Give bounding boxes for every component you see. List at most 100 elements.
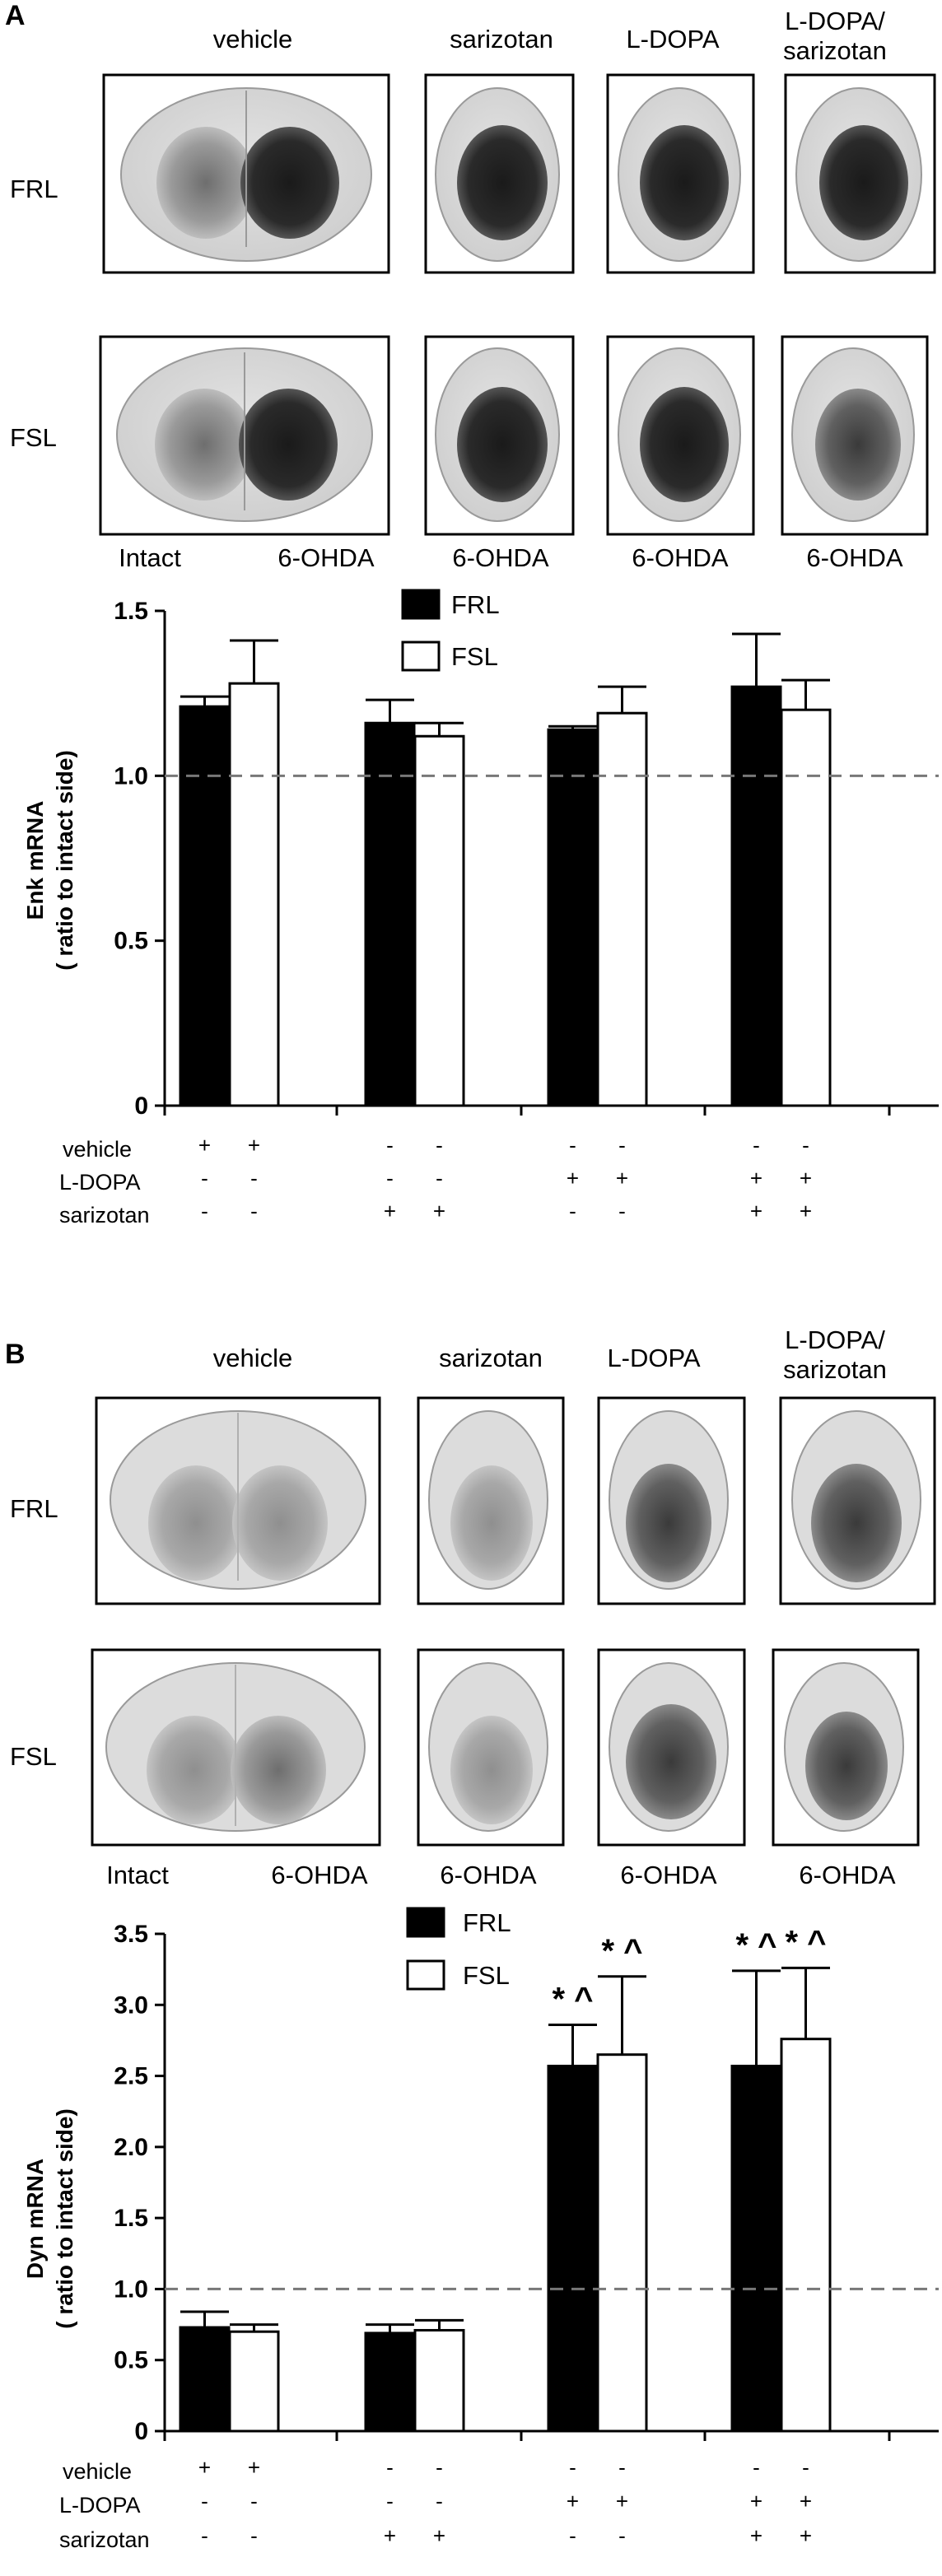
panel-b-fsl-ldopa-section xyxy=(597,1648,746,1847)
panel-b-side-intact: Intact xyxy=(106,1861,169,1889)
dyn-treatment-mark: - xyxy=(250,2523,258,2548)
enk-y-tick-label: 0 xyxy=(134,1092,148,1120)
enk-ylabel-line1: Enk mRNA xyxy=(22,801,48,920)
enk-treatment-mark: - xyxy=(386,1166,394,1190)
dyn-treatment-mark: + xyxy=(616,2489,628,2513)
panel-a-treat-vehicle: vehicle xyxy=(63,1137,132,1162)
enk-bar-fsl xyxy=(413,734,465,1107)
dyn-treatment-mark: - xyxy=(618,2455,626,2480)
enk-bar-frl xyxy=(364,721,416,1107)
enk-mrna-bar-chart: Enk mRNA ( ratio to intact side) FRL FSL… xyxy=(22,589,939,1223)
dyn-treatment-mark: - xyxy=(436,2455,443,2480)
enk-legend-swatch-fsl xyxy=(401,641,441,672)
dyn-y-tick-label: 2.0 xyxy=(114,2134,148,2161)
dyn-treatment-mark: + xyxy=(198,2455,211,2480)
enk-treatment-mark: + xyxy=(750,1166,762,1190)
panel-a-frl-combo-section xyxy=(784,73,936,274)
dyn-treatment-mark: - xyxy=(386,2455,394,2480)
enk-treatment-mark: - xyxy=(250,1199,258,1223)
panel-b-frl-sarizotan-section xyxy=(417,1396,565,1605)
dyn-legend-fsl-label: FSL xyxy=(463,1961,510,1990)
panel-b-row-frl: FRL xyxy=(10,1494,58,1523)
panel-b-col-combo-line2: sarizotan xyxy=(783,1355,887,1384)
enk-legend-swatch-frl xyxy=(401,589,441,620)
dyn-bar-fsl xyxy=(780,2038,832,2433)
panel-b-side-6ohda-4: 6-OHDA xyxy=(799,1861,895,1889)
dyn-significance-mark: * ^ xyxy=(601,1933,642,1969)
panel-a-col-combo-line1: L-DOPA/ xyxy=(785,7,885,35)
panel-a-side-intact: Intact xyxy=(119,543,181,572)
panel-a-frl-vehicle-section xyxy=(102,73,390,274)
dyn-bar-fsl xyxy=(228,2330,280,2433)
dyn-bar-frl xyxy=(730,2064,782,2433)
enk-treatment-mark: - xyxy=(802,1133,809,1158)
enk-treatment-mark: - xyxy=(386,1133,394,1158)
dyn-treatment-mark: - xyxy=(386,2489,394,2513)
panel-b-col-combo-line1: L-DOPA/ xyxy=(785,1325,885,1354)
enk-bar-frl xyxy=(179,705,231,1107)
dyn-treatment-mark: - xyxy=(436,2489,443,2513)
enk-treatment-mark: + xyxy=(750,1199,762,1223)
dyn-treatment-mark: + xyxy=(800,2489,812,2513)
dyn-ylabel-line1: Dyn mRNA xyxy=(22,2159,48,2279)
dyn-y-tick-label: 0 xyxy=(134,2418,148,2445)
panel-b-frl-vehicle-section xyxy=(95,1396,381,1605)
dyn-treatment-mark: - xyxy=(201,2489,208,2513)
enk-bar-frl xyxy=(547,728,599,1107)
dyn-bar-fsl xyxy=(596,2053,648,2433)
enk-treatment-mark: - xyxy=(201,1199,208,1223)
dyn-significance-mark: * ^ xyxy=(552,1981,593,2017)
enk-y-tick-label: 1.5 xyxy=(114,598,148,625)
panel-b-treat-ldopa: L-DOPA xyxy=(59,2493,141,2518)
dyn-treatment-mark: + xyxy=(567,2489,579,2513)
panel-a-side-6ohda-4: 6-OHDA xyxy=(806,543,902,572)
enk-treatment-mark: - xyxy=(618,1133,626,1158)
enk-treatment-mark: + xyxy=(433,1199,445,1223)
panel-b-side-6ohda-2: 6-OHDA xyxy=(440,1861,536,1889)
panel-b-fsl-vehicle-section xyxy=(91,1648,381,1847)
enk-treatment-mark: - xyxy=(436,1133,443,1158)
dyn-mrna-bar-chart: Dyn mRNA ( ratio to intact side) FRL FSL… xyxy=(22,1907,939,2548)
enk-legend-frl-label: FRL xyxy=(451,590,500,619)
panel-b-col-vehicle: vehicle xyxy=(213,1344,293,1372)
enk-treatment-mark: - xyxy=(753,1133,760,1158)
panel-a-treat-sarizotan: sarizotan xyxy=(59,1203,150,1227)
enk-treatment-mark: - xyxy=(569,1199,576,1223)
panel-b-side-6ohda-3: 6-OHDA xyxy=(620,1861,716,1889)
dyn-treatment-mark: - xyxy=(201,2523,208,2548)
panel-b-side-6ohda-1: 6-OHDA xyxy=(271,1861,367,1889)
dyn-treatment-mark: + xyxy=(248,2455,260,2480)
dyn-y-tick-label: 0.5 xyxy=(114,2347,148,2374)
panel-a-col-ldopa: L-DOPA xyxy=(626,25,719,54)
panel-a-col-combo-line2: sarizotan xyxy=(783,36,887,65)
dyn-bar-frl xyxy=(547,2064,599,2433)
dyn-ylabel-line2: ( ratio to intact side) xyxy=(52,2108,77,2329)
panel-a-side-6ohda-2: 6-OHDA xyxy=(452,543,548,572)
dyn-y-tick-label: 3.0 xyxy=(114,1991,148,2019)
enk-treatment-mark: + xyxy=(800,1199,812,1223)
dyn-treatment-mark: - xyxy=(569,2523,576,2548)
enk-bar-fsl xyxy=(780,708,832,1107)
dyn-y-tick-label: 3.5 xyxy=(114,1921,148,1948)
enk-bar-frl xyxy=(730,685,782,1107)
panel-b-letter: B xyxy=(5,1339,26,1370)
dyn-y-tick-label: 2.5 xyxy=(114,2063,148,2090)
panel-a-treat-ldopa: L-DOPA xyxy=(59,1170,141,1195)
dyn-legend-swatch-frl xyxy=(406,1907,445,1938)
dyn-treatment-mark: + xyxy=(384,2523,396,2548)
panel-a-col-sarizotan: sarizotan xyxy=(450,25,553,54)
enk-treatment-mark: - xyxy=(569,1133,576,1158)
panel-a-fsl-vehicle-section xyxy=(99,335,390,536)
dyn-treatment-mark: - xyxy=(618,2523,626,2548)
dyn-treatment-mark: - xyxy=(250,2489,258,2513)
panel-b-fsl-sarizotan-section xyxy=(417,1648,565,1847)
enk-treatment-mark: + xyxy=(198,1133,211,1158)
panel-b-col-sarizotan: sarizotan xyxy=(439,1344,543,1372)
panel-b-frl-ldopa-section xyxy=(597,1396,746,1605)
panel-a-frl-ldopa-section xyxy=(606,73,755,274)
enk-treatment-mark: + xyxy=(616,1166,628,1190)
panel-a-row-frl: FRL xyxy=(10,175,58,203)
dyn-y-tick-label: 1.0 xyxy=(114,2276,148,2303)
panel-a-frl-sarizotan-section xyxy=(424,73,575,274)
dyn-treatment-mark: - xyxy=(802,2455,809,2480)
